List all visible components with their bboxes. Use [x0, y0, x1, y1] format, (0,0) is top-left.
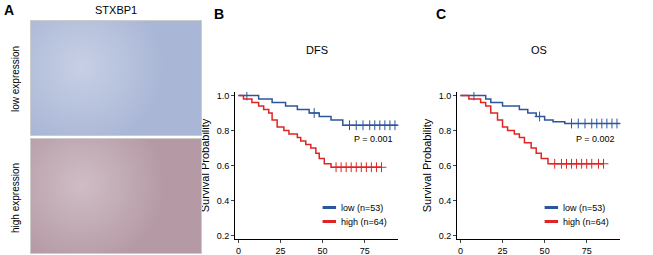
svg-text:1.0: 1.0 [217, 91, 230, 101]
svg-text:25: 25 [498, 246, 508, 255]
svg-text:50: 50 [318, 246, 328, 255]
svg-text:DFS: DFS [306, 44, 328, 56]
svg-text:75: 75 [582, 246, 592, 255]
svg-text:OS: OS [531, 44, 547, 56]
svg-text:0.8: 0.8 [217, 126, 230, 136]
svg-text:0: 0 [236, 246, 241, 255]
svg-text:0.2: 0.2 [217, 231, 230, 241]
html-text:high expression: high expression [10, 162, 21, 233]
svg-text:1.0: 1.0 [439, 91, 452, 101]
svg-text:C: C [436, 6, 446, 22]
svg-text:Survival Probability: Survival Probability [199, 118, 212, 213]
html-text:low expression: low expression [10, 45, 21, 112]
svg-text:0.4: 0.4 [439, 196, 452, 206]
svg-text:25: 25 [276, 246, 286, 255]
svg-text:Survival Probability: Survival Probability [421, 118, 433, 212]
svg-text:B: B [214, 6, 224, 22]
svg-text:low (n=53): low (n=53) [341, 203, 383, 213]
svg-text:0.4: 0.4 [217, 196, 230, 206]
svg-text:75: 75 [360, 246, 370, 255]
svg-text:0.8: 0.8 [439, 126, 452, 136]
svg-text:high (n=64): high (n=64) [563, 217, 609, 227]
svg-text:0.6: 0.6 [217, 161, 230, 171]
svg-text:0.6: 0.6 [439, 161, 452, 171]
svg-text:high (n=64): high (n=64) [341, 217, 387, 227]
html-text:STXBP1: STXBP1 [95, 4, 138, 16]
svg-text:0.2: 0.2 [439, 231, 452, 241]
html-text:A: A [4, 2, 15, 18]
svg-text:low (n=53): low (n=53) [563, 203, 605, 213]
svg-text:50: 50 [540, 246, 550, 255]
svg-text:0: 0 [458, 246, 463, 255]
svg-text:P = 0.002: P = 0.002 [576, 134, 615, 144]
svg-text:P = 0.001: P = 0.001 [354, 134, 393, 144]
